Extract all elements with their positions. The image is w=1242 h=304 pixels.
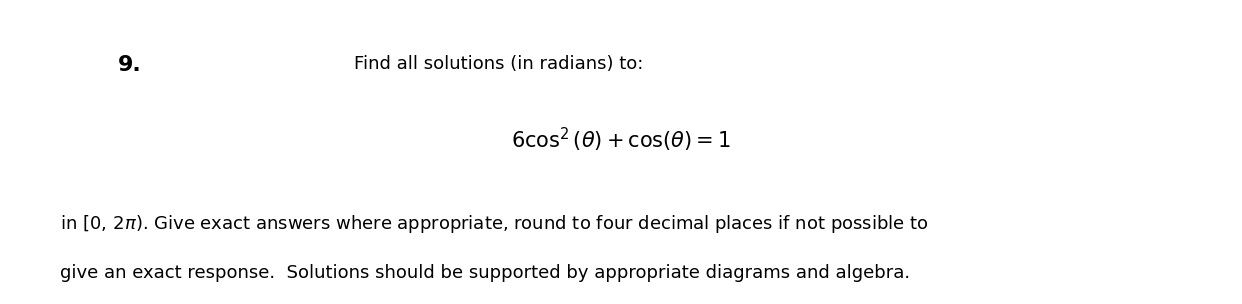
Text: give an exact response.  Solutions should be supported by appropriate diagrams a: give an exact response. Solutions should… xyxy=(60,264,909,282)
Text: 9.: 9. xyxy=(118,55,142,75)
Text: $6\cos^2(\theta) + \cos(\theta) = 1$: $6\cos^2(\theta) + \cos(\theta) = 1$ xyxy=(512,126,730,154)
Text: Find all solutions (in radians) to:: Find all solutions (in radians) to: xyxy=(354,55,643,73)
Text: in $[0,\, 2\pi)$. Give exact answers where appropriate, round to four decimal pl: in $[0,\, 2\pi)$. Give exact answers whe… xyxy=(60,213,928,235)
